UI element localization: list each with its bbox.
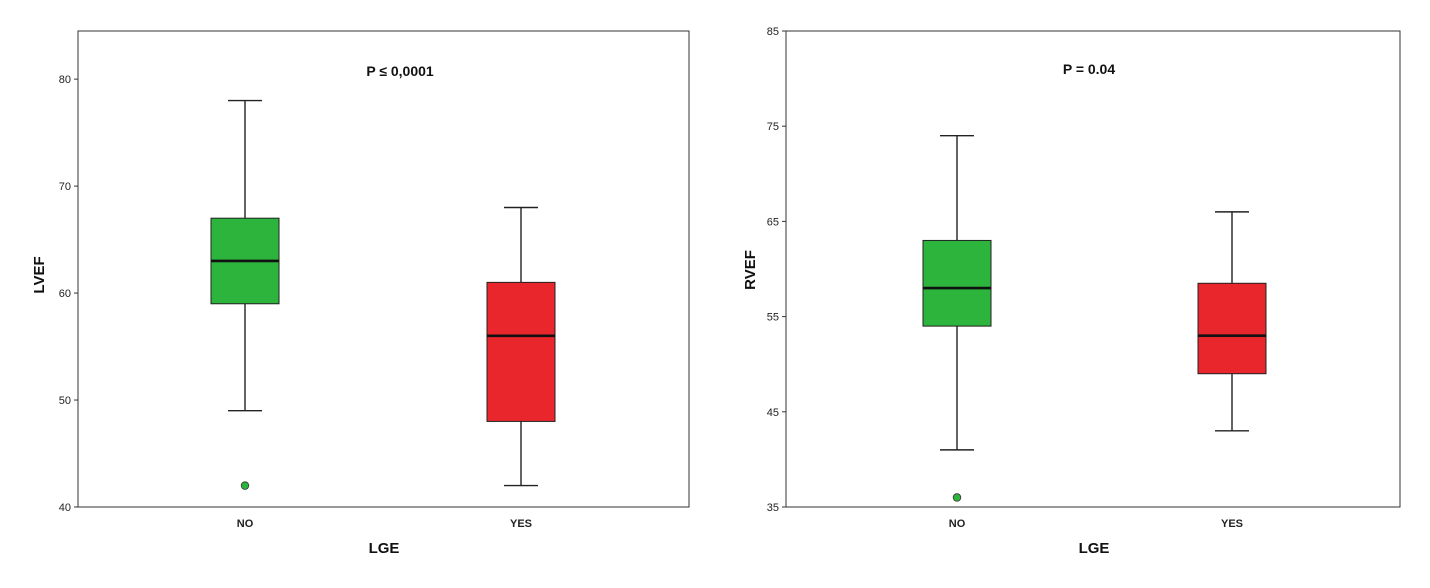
y-tick-label: 80 xyxy=(59,74,71,86)
x-tick-label: YES xyxy=(510,518,532,530)
y-tick-label: 60 xyxy=(59,288,71,300)
box-yes xyxy=(486,206,556,487)
box-series xyxy=(210,99,556,490)
y-tick-label: 35 xyxy=(767,502,779,514)
y-tick-label: 70 xyxy=(59,181,71,193)
x-tick-label: YES xyxy=(1221,518,1243,530)
x-axis-title: LGE xyxy=(369,540,400,557)
y-tick-label: 75 xyxy=(767,121,779,133)
y-tick-label: 85 xyxy=(767,26,779,38)
chart-panel-lvef: 40 50 60 70 80 NO YES P ≤ 0,0001 LGE LVEF xyxy=(31,30,690,557)
box-no xyxy=(210,99,280,490)
chart-panel-rvef: 35 45 55 65 75 85 NO YES P = 0.04 LGE RVEF xyxy=(742,26,1401,557)
box-series xyxy=(922,135,1267,502)
x-axis-title: LGE xyxy=(1079,540,1110,557)
y-axis-title: RVEF xyxy=(742,250,759,290)
y-axis: 35 45 55 65 75 85 NO YES xyxy=(767,26,1243,530)
y-tick-label: 45 xyxy=(767,407,779,419)
outlier-point xyxy=(952,493,962,502)
iqr-box xyxy=(1197,282,1267,375)
box-yes xyxy=(1197,211,1267,432)
iqr-box xyxy=(486,281,556,422)
plot-frame xyxy=(785,30,1401,508)
y-tick-label: 40 xyxy=(59,502,71,514)
p-value-annotation: P ≤ 0,0001 xyxy=(366,63,434,79)
x-tick-label: NO xyxy=(237,518,254,530)
x-tick-label: NO xyxy=(949,518,966,530)
y-tick-label: 55 xyxy=(767,312,779,324)
y-tick-label: 50 xyxy=(59,395,71,407)
box-no xyxy=(922,135,992,502)
plot-frame xyxy=(77,30,690,508)
y-tick-label: 65 xyxy=(767,216,779,228)
y-axis: 40 50 60 70 80 NO YES xyxy=(59,74,532,530)
y-axis-title: LVEF xyxy=(31,256,48,293)
outlier-point xyxy=(240,481,250,490)
p-value-annotation: P = 0.04 xyxy=(1063,61,1116,77)
iqr-box xyxy=(922,239,992,327)
